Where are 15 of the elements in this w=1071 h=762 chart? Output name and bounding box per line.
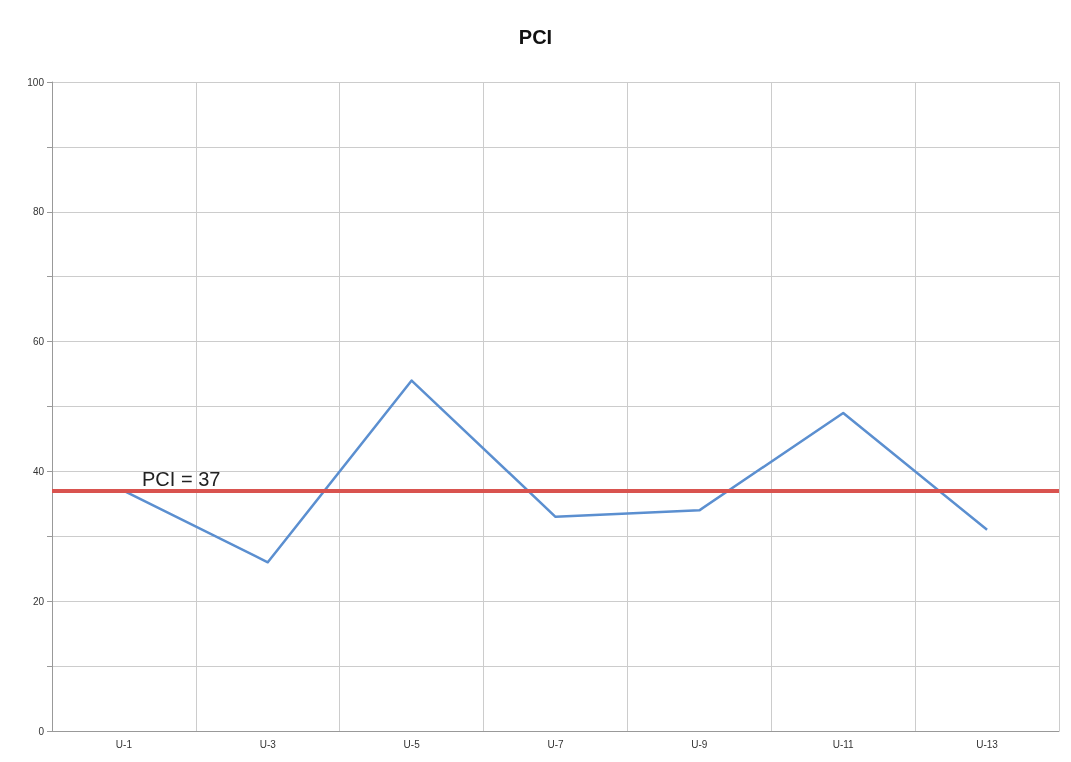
y-tick-label: 80: [32, 206, 45, 218]
y-tick-label: 20: [32, 595, 45, 607]
x-tick-label: U-3: [259, 738, 277, 750]
ref-line-label: PCI = 37: [142, 467, 221, 490]
y-tick-label: 40: [32, 465, 45, 477]
x-tick-label: U-9: [691, 738, 708, 750]
chart-title: PCI: [518, 26, 553, 48]
x-tick-label: U-11: [832, 738, 855, 750]
x-tick-label: U-7: [547, 738, 564, 750]
y-tick-label: 60: [32, 336, 45, 348]
x-tick-label: U-5: [403, 738, 421, 750]
y-tick-label: 0: [38, 725, 45, 737]
y-tick-label: 100: [27, 76, 45, 88]
x-tick-label: U-1: [115, 738, 133, 750]
x-tick-label: U-13: [976, 738, 999, 750]
